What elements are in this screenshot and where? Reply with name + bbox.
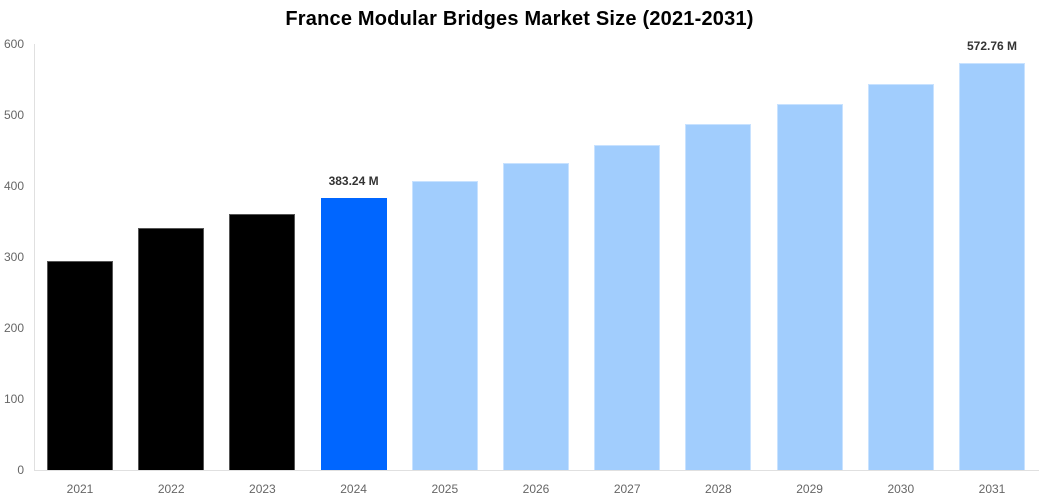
x-tick-label: 2031 — [978, 482, 1006, 496]
bar-2026[interactable] — [503, 163, 569, 470]
plot-area — [34, 44, 1039, 470]
bar-2023[interactable] — [229, 214, 296, 470]
bar-2029[interactable] — [776, 104, 843, 470]
bar-2024[interactable] — [320, 197, 387, 470]
bar-2021[interactable] — [47, 261, 113, 470]
x-tick-label: 2028 — [705, 482, 732, 496]
x-tick-label: 2025 — [431, 482, 459, 496]
x-tick-label: 2029 — [796, 482, 823, 496]
x-tick-label: 2024 — [340, 482, 367, 496]
bar-2025[interactable] — [411, 181, 478, 470]
y-tick-label: 200 — [3, 321, 24, 335]
y-tick-label: 500 — [3, 108, 24, 122]
y-tick-label: 600 — [3, 37, 24, 51]
y-tick-label: 400 — [3, 179, 24, 193]
bar-2030[interactable] — [867, 84, 934, 470]
y-tick-label: 300 — [3, 250, 24, 264]
x-tick-label: 2027 — [613, 482, 641, 496]
x-tick-label: 2021 — [66, 482, 94, 496]
x-tick-label: 2030 — [887, 482, 915, 496]
value-label-2031: 572.76 M — [966, 39, 1018, 54]
x-axis-line — [34, 470, 1039, 471]
y-tick-label: 0 — [17, 463, 24, 477]
y-tick-label: 100 — [3, 392, 24, 406]
x-tick-label: 2023 — [249, 482, 276, 496]
bar-2022[interactable] — [138, 227, 205, 470]
chart-title: France Modular Bridges Market Size (2021… — [285, 8, 754, 30]
value-label-2024: 383.24 M — [328, 173, 379, 188]
x-tick-label: 2026 — [522, 482, 550, 496]
bar-2028[interactable] — [685, 124, 752, 470]
bar-2031[interactable] — [959, 63, 1025, 470]
bar-2027[interactable] — [594, 144, 661, 470]
y-axis-line — [34, 44, 35, 471]
x-tick-label: 2022 — [157, 482, 185, 496]
